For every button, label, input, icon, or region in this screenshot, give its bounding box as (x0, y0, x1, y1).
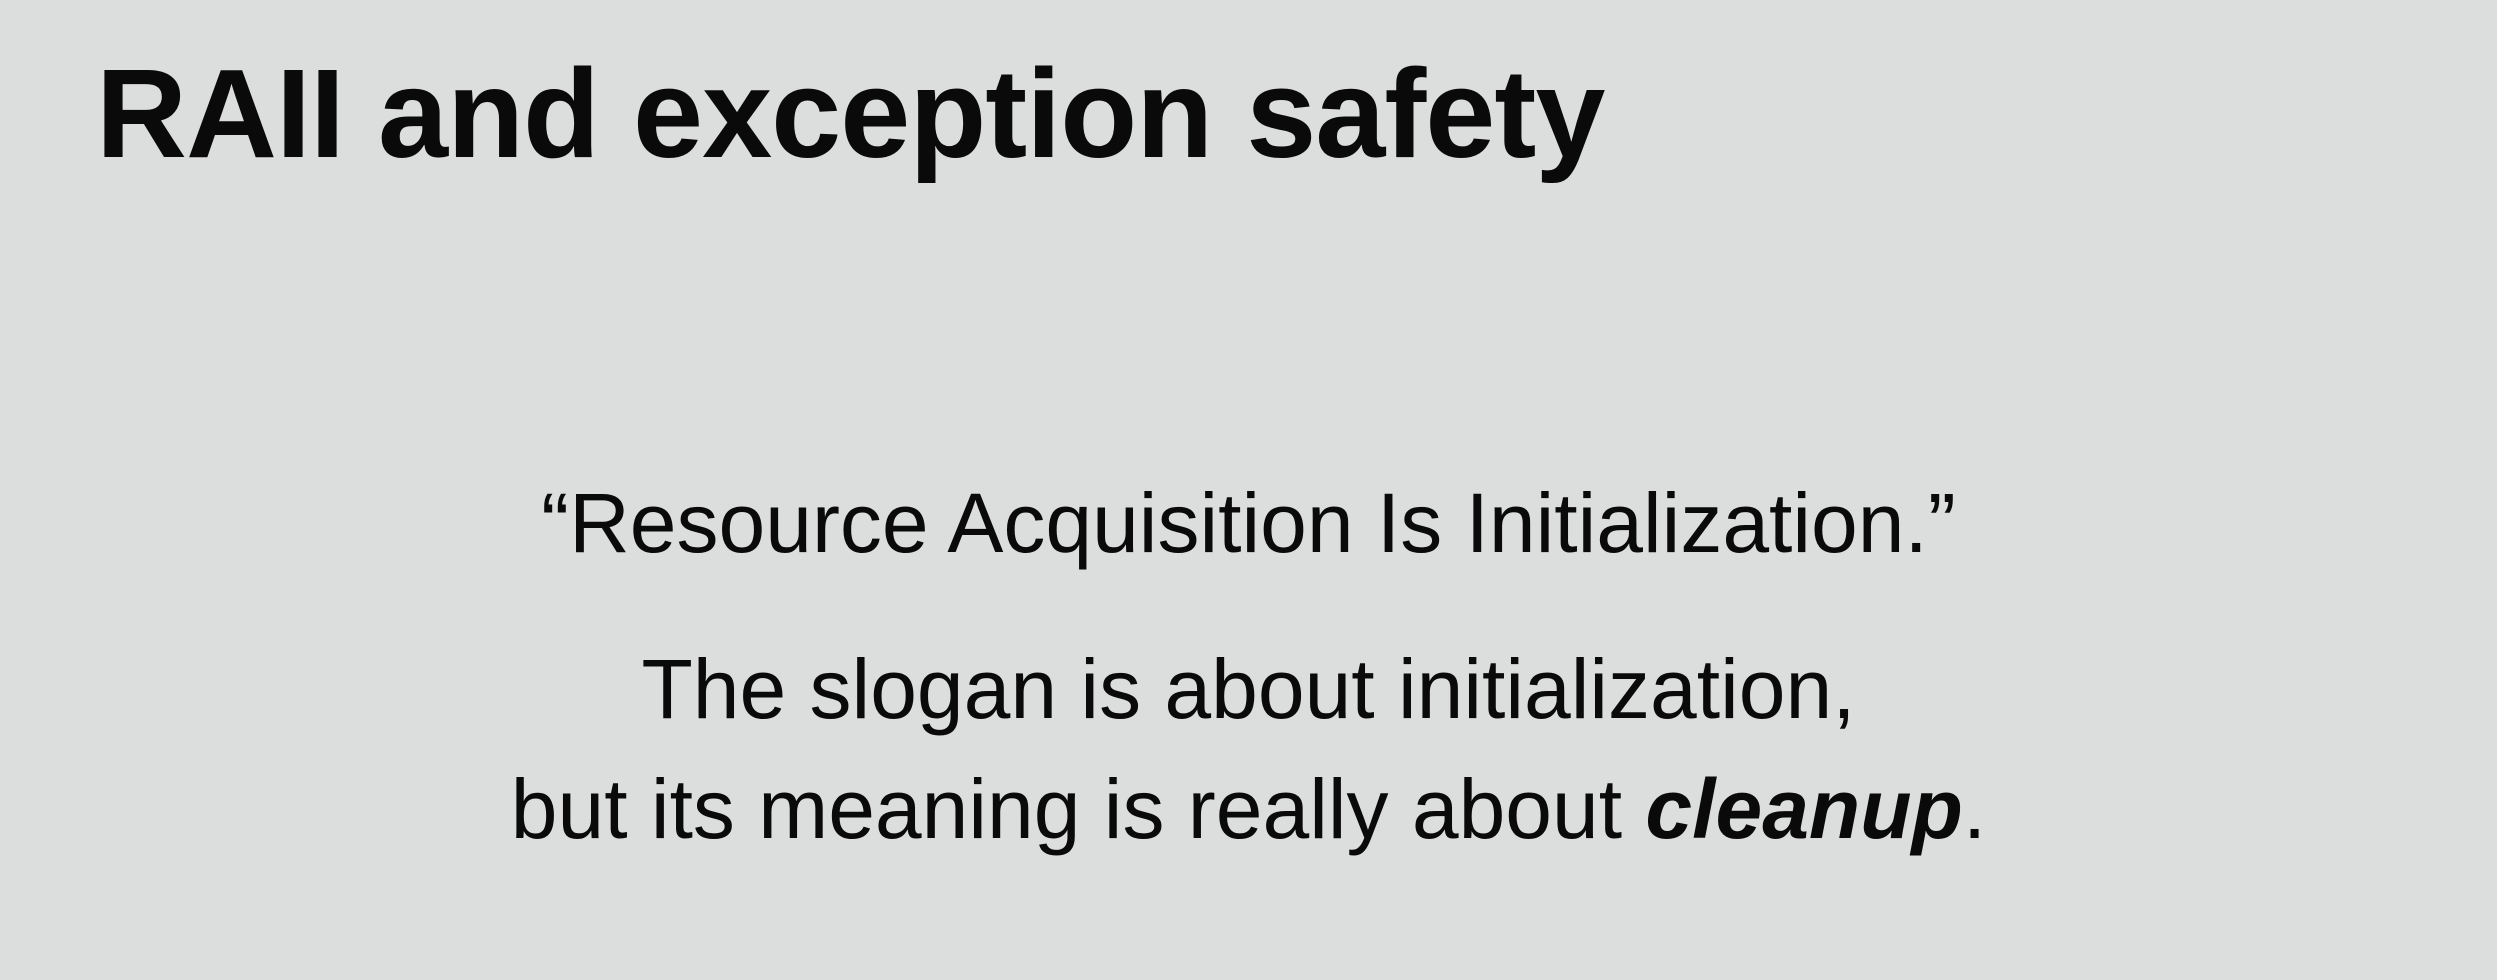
body-line-2-suffix: . (1962, 762, 1987, 856)
slide-body: “Resource Acquisition Is Initialization.… (0, 463, 2497, 869)
slide-title: RAII and exception safety (96, 43, 1605, 184)
body-line-2-prefix: but its meaning is really about (510, 762, 1646, 856)
body-line-1: The slogan is about initialization, (641, 642, 1856, 736)
cleanup-emphasis: cleanup (1645, 762, 1963, 856)
body-line-2: but its meaning is really about cleanup. (0, 749, 2497, 869)
raii-quote: “Resource Acquisition Is Initialization.… (541, 476, 1956, 570)
